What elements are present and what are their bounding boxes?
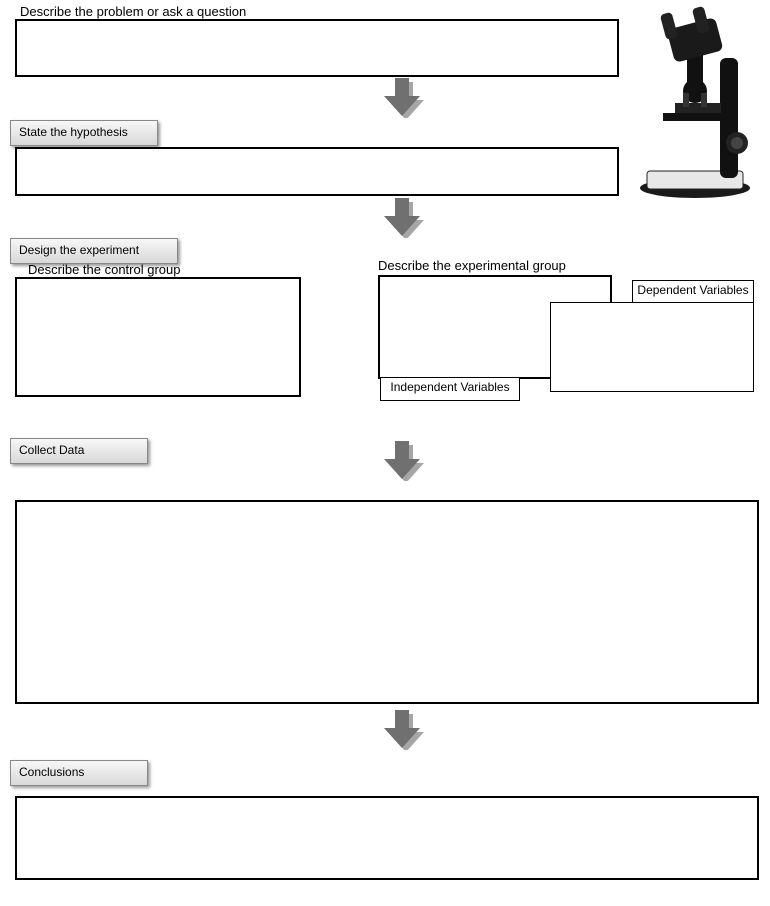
dependent-variables-box[interactable] bbox=[550, 302, 754, 392]
collect-data-button[interactable]: Collect Data bbox=[10, 438, 148, 464]
arrow-down-icon bbox=[382, 198, 424, 238]
scientific-method-worksheet: Describe the problem or ask a question bbox=[0, 0, 770, 906]
problem-box[interactable] bbox=[15, 19, 619, 77]
collect-data-box[interactable] bbox=[15, 500, 759, 704]
arrow-down-icon bbox=[382, 78, 424, 118]
microscope-image bbox=[625, 3, 765, 203]
conclusions-button[interactable]: Conclusions bbox=[10, 760, 148, 786]
control-group-box[interactable] bbox=[15, 277, 301, 397]
dependent-variables-label: Dependent Variables bbox=[632, 280, 754, 304]
arrow-down-icon bbox=[382, 710, 424, 750]
hypothesis-box[interactable] bbox=[15, 147, 619, 196]
experimental-group-label: Describe the experimental group bbox=[378, 258, 566, 273]
arrow-down-icon bbox=[382, 441, 424, 481]
conclusions-box[interactable] bbox=[15, 796, 759, 880]
design-experiment-button[interactable]: Design the experiment bbox=[10, 238, 178, 264]
control-group-label: Describe the control group bbox=[28, 262, 180, 277]
hypothesis-button[interactable]: State the hypothesis bbox=[10, 120, 158, 146]
problem-label: Describe the problem or ask a question bbox=[20, 4, 246, 19]
independent-variables-label: Independent Variables bbox=[380, 377, 520, 401]
